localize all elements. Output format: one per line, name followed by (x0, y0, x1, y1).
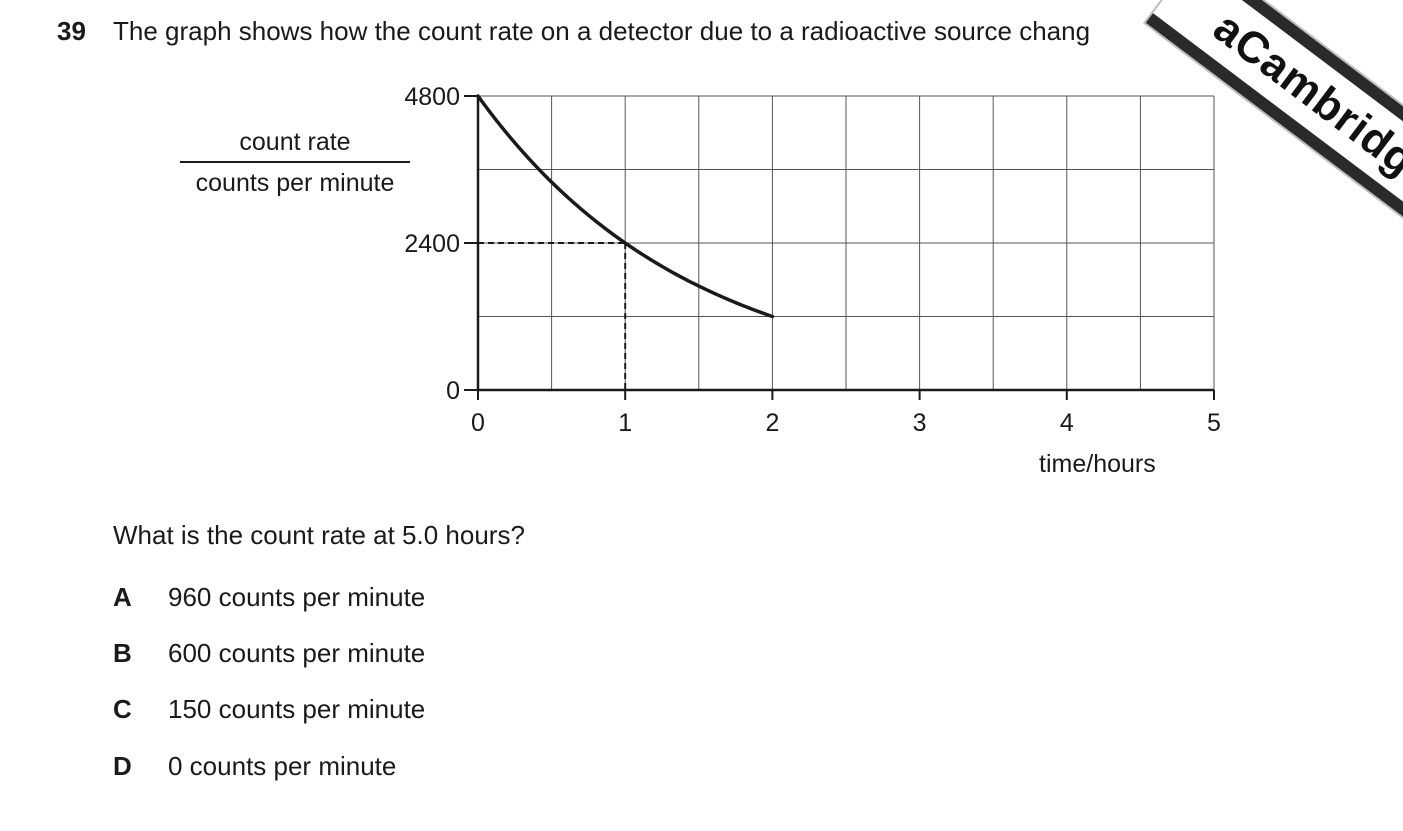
option-letter: A (113, 582, 132, 612)
fraction-bar (180, 161, 410, 163)
y-axis-label: count rate counts per minute (180, 126, 410, 199)
y-axis-label-numerator: count rate (239, 128, 351, 156)
x-tick-label: 5 (1207, 409, 1221, 437)
x-axis-label-quantity: time (1039, 450, 1087, 478)
x-tick-label: 1 (618, 409, 632, 437)
option-b[interactable]: B 600 counts per minute (113, 638, 425, 669)
y-axis-label-denominator: counts per minute (195, 169, 395, 197)
option-letter: B (113, 638, 132, 668)
x-axis-label-unit: hours (1093, 450, 1156, 478)
x-tick-label: 0 (471, 409, 485, 437)
option-c[interactable]: C 150 counts per minute (113, 694, 425, 725)
option-text: 960 counts per minute (168, 582, 426, 612)
question-prompt: What is the count rate at 5.0 hours? (113, 520, 525, 550)
y-tick-label: 4800 (404, 83, 460, 111)
x-axis-label: time/hours (1039, 450, 1156, 478)
y-tick-label: 2400 (404, 230, 460, 258)
question-number: 39 (57, 16, 86, 46)
option-text: 150 counts per minute (168, 694, 426, 724)
decay-curve (476, 94, 775, 319)
x-tick-label: 2 (765, 409, 779, 437)
x-tick-label: 4 (1060, 409, 1074, 437)
option-a[interactable]: A 960 counts per minute (113, 582, 425, 613)
x-tick-label: 3 (913, 409, 927, 437)
option-d[interactable]: D 0 counts per minute (113, 751, 396, 782)
question-stem: The graph shows how the count rate on a … (113, 16, 1091, 46)
y-tick-label: 0 (446, 377, 460, 405)
option-text: 600 counts per minute (168, 638, 426, 668)
option-letter: D (113, 751, 132, 781)
option-letter: C (113, 694, 132, 724)
option-text: 0 counts per minute (168, 751, 397, 781)
